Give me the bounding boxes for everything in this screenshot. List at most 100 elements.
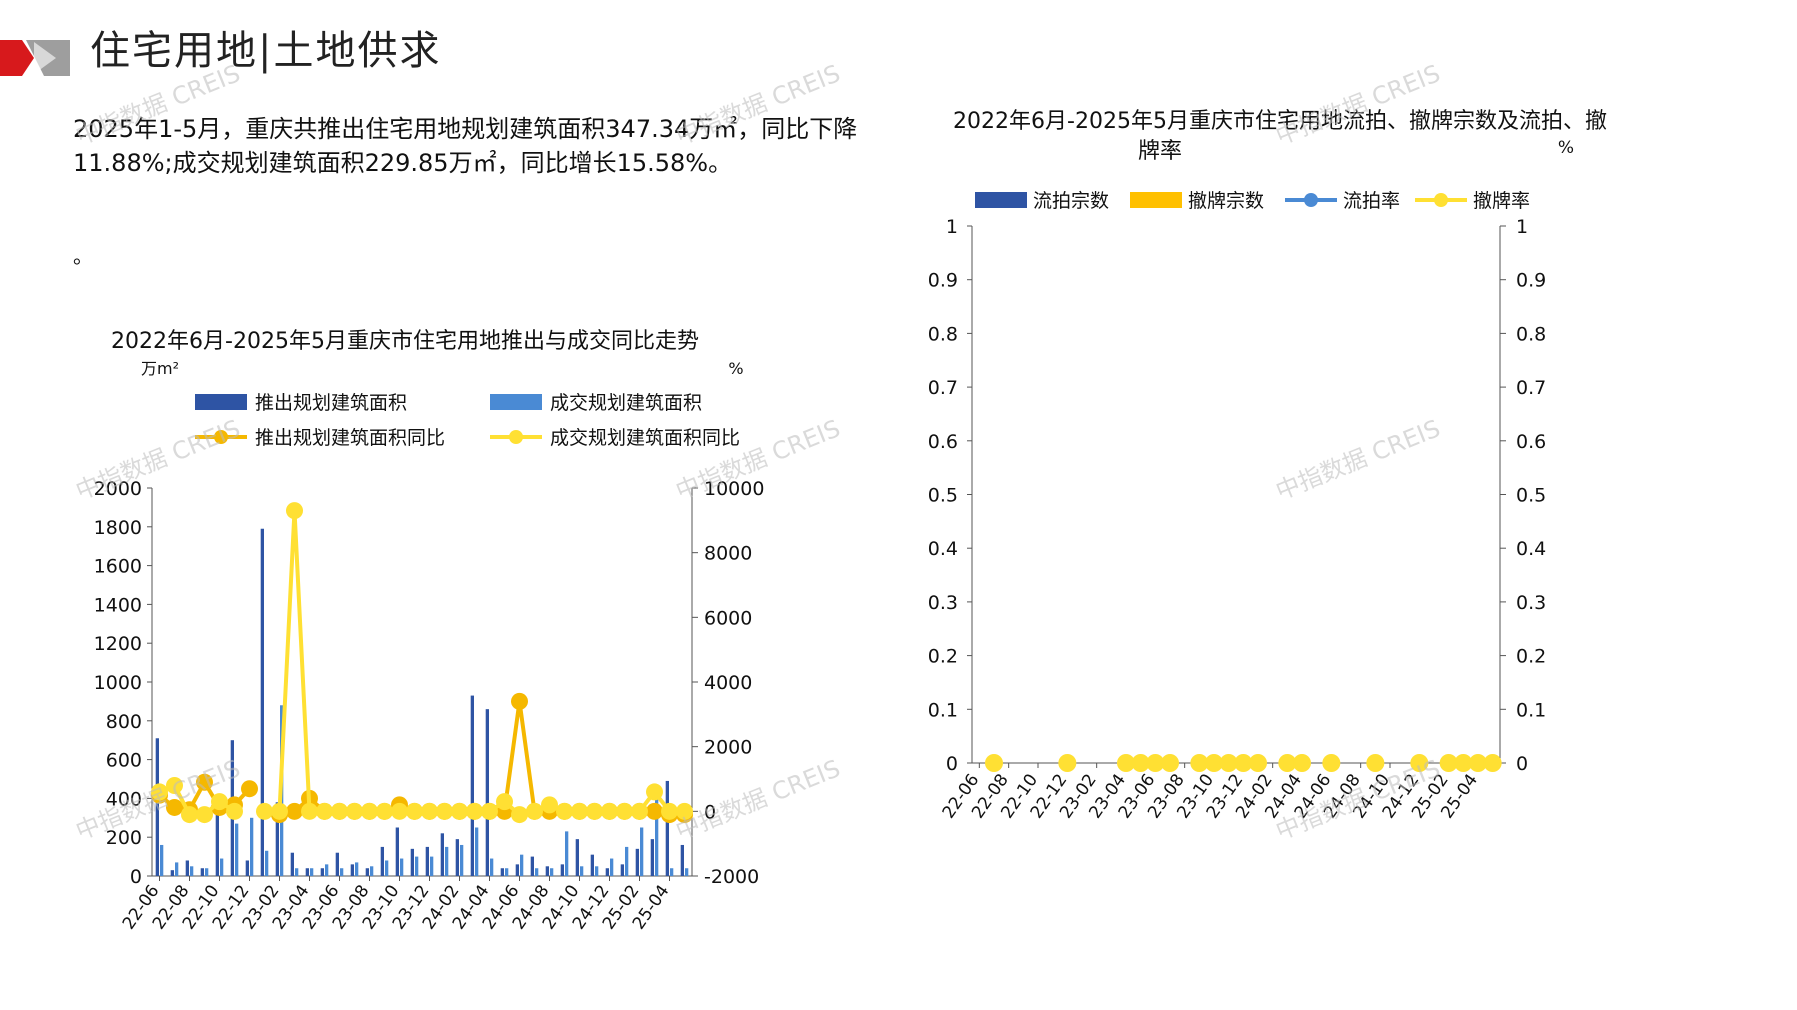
chart-title: 2022年6月-2025年5月重庆市住宅用地流拍、撤牌宗数及流拍、撤 (953, 109, 1607, 134)
deal-yoy-point (406, 802, 423, 820)
deal-yoy-point (601, 802, 618, 820)
deal-yoy-point (481, 802, 498, 820)
withdraw-rate-point (1366, 754, 1385, 772)
bar-supply (335, 852, 339, 876)
y-tick-label-right: 6000 (704, 607, 752, 629)
bar-deal (340, 868, 344, 876)
bar-supply (485, 709, 489, 876)
legend-label: 成交规划建筑面积同比 (550, 427, 740, 449)
withdraw-rate-point (1190, 754, 1209, 772)
bar-supply (365, 868, 369, 876)
bar-supply (350, 864, 354, 876)
deal-yoy-point (196, 806, 213, 824)
deal-yoy-point (286, 502, 303, 520)
y-tick-label-left: 200 (106, 827, 142, 849)
deal-yoy-point (616, 802, 633, 820)
legend-marker (1304, 193, 1318, 207)
withdraw-rate-point (1469, 754, 1487, 772)
bar-deal (175, 862, 179, 876)
withdraw-rate-point (1278, 754, 1297, 772)
bar-supply (200, 868, 204, 876)
deal-yoy-point (451, 802, 468, 820)
y-tick-label-left: 0.6 (928, 431, 958, 453)
slide-header: 住宅用地|土地供求 (0, 18, 700, 78)
bar-deal (400, 858, 404, 876)
deal-yoy-point (151, 783, 168, 801)
y-tick-label-right: 0 (704, 801, 716, 823)
bar-supply (260, 528, 264, 876)
deal-yoy-point (421, 802, 438, 820)
deal-yoy-point (271, 802, 288, 820)
deal-yoy-point (526, 802, 543, 820)
y-axis-unit-right: % (1558, 138, 1574, 158)
deal-yoy-point (391, 802, 408, 820)
y-tick-label-right: 0.4 (1516, 538, 1546, 560)
withdraw-rate-point (1439, 754, 1458, 772)
bar-deal (370, 866, 374, 876)
legend-label: 推出规划建筑面积 (255, 392, 407, 414)
bar-deal (325, 864, 329, 876)
summary-dot: 。 (73, 244, 93, 268)
y-tick-label-left: 0.2 (928, 646, 958, 668)
bar-deal (625, 846, 629, 876)
y-tick-label-left: 1000 (94, 672, 142, 694)
legend-swatch (490, 394, 542, 410)
bar-supply (605, 868, 609, 876)
y-tick-label-left: 2000 (94, 478, 142, 500)
withdraw-rate-point (1234, 754, 1253, 772)
deal-yoy-point (166, 776, 183, 794)
legend-swatch (195, 394, 247, 410)
bar-supply (560, 864, 564, 876)
bar-supply (425, 846, 429, 876)
withdraw-rate-point (1410, 754, 1429, 772)
bar-supply (410, 848, 414, 876)
y-tick-label-left: 400 (106, 788, 142, 810)
deal-yoy-point (466, 802, 483, 820)
bar-deal (430, 856, 434, 876)
bar-supply (470, 695, 474, 876)
bar-deal (310, 868, 314, 876)
bar-deal (355, 862, 359, 876)
supply-yoy-point (511, 692, 528, 710)
y-tick-label-left: 1800 (94, 517, 142, 539)
bar-deal (190, 866, 194, 876)
y-tick-label-right: 0 (1516, 753, 1528, 775)
y-tick-label-right: 1 (1516, 216, 1528, 238)
bar-supply (305, 868, 309, 876)
bar-deal (205, 868, 209, 876)
bar-deal (505, 868, 509, 876)
y-tick-label-right: 0.5 (1516, 485, 1546, 507)
legend-label: 流拍率 (1343, 190, 1400, 212)
y-tick-label-left: 0.4 (928, 538, 958, 560)
y-tick-label-left: 1600 (94, 556, 142, 578)
y-tick-label-right: 0.2 (1516, 646, 1546, 668)
bar-supply (395, 827, 399, 876)
y-tick-label-left: 800 (106, 711, 142, 733)
supply-yoy-point (646, 802, 663, 820)
legend-label: 推出规划建筑面积同比 (255, 427, 445, 449)
y-tick-label-left: 600 (106, 750, 142, 772)
withdraw-rate-point (1219, 754, 1238, 772)
bar-deal (160, 844, 164, 876)
y-tick-label-right: 0.9 (1516, 270, 1546, 292)
y-axis-unit-right: % (728, 359, 743, 378)
withdraw-rate-point (1483, 754, 1502, 772)
bar-deal (250, 817, 254, 876)
withdraw-rate-point (1161, 754, 1179, 772)
bar-deal (685, 868, 689, 876)
bar-deal (610, 858, 614, 876)
chart-failed-withdrawn: 2022年6月-2025年5月重庆市住宅用地流拍、撤牌宗数及流拍、撤牌率宗%流拍… (928, 109, 1607, 822)
y-tick-label-right: 4000 (704, 672, 752, 694)
bar-supply (545, 866, 549, 876)
chart-title: 2022年6月-2025年5月重庆市住宅用地推出与成交同比走势 (111, 329, 699, 354)
y-tick-label-left: 0.1 (928, 699, 958, 721)
bar-deal (655, 784, 659, 876)
y-tick-label-right: 8000 (704, 543, 752, 565)
bar-deal (640, 827, 644, 876)
bar-deal (520, 854, 524, 876)
deal-yoy-point (331, 802, 348, 820)
withdraw-rate-point (985, 754, 1003, 772)
bar-deal (475, 827, 479, 876)
bar-supply (590, 854, 594, 876)
bar-deal (595, 866, 599, 876)
